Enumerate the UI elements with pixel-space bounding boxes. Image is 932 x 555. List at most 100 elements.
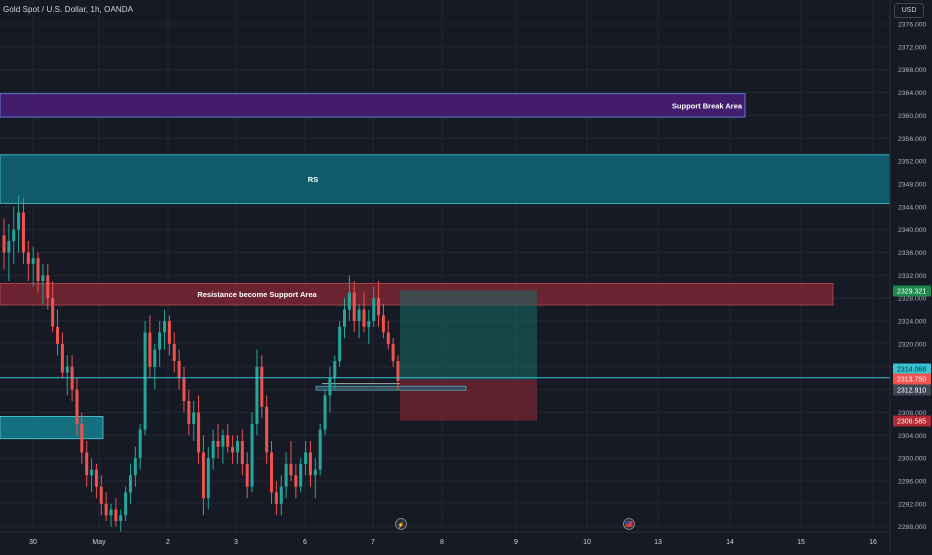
candle-body <box>318 429 322 470</box>
candle-body <box>153 349 157 367</box>
x-tick-label: 9 <box>514 539 518 546</box>
x-tick-label: 7 <box>371 539 375 546</box>
flag-canton <box>625 521 629 524</box>
y-tick-label: 2372.000 <box>898 44 927 51</box>
candle-body <box>65 366 69 373</box>
candle-body <box>308 452 312 476</box>
y-tick-label: 2292.000 <box>898 501 927 508</box>
lightning-glyph: ⚡ <box>397 521 404 529</box>
y-tick-label: 2328.000 <box>898 296 927 303</box>
candle-body <box>80 423 84 453</box>
position-target-zone <box>400 290 537 380</box>
candle-body <box>7 241 11 253</box>
y-tick-label: 2304.000 <box>898 433 927 440</box>
y-tick-label: 2360.000 <box>898 113 927 120</box>
candle-body <box>250 423 254 487</box>
candle-body <box>313 469 317 476</box>
price-label-bg <box>893 415 931 427</box>
candle-body <box>177 361 181 379</box>
candle-body <box>119 515 123 521</box>
price-label-bg <box>893 363 931 375</box>
candle-body <box>94 469 98 487</box>
candle-body <box>235 441 239 453</box>
candle-body <box>289 463 293 476</box>
candle-body <box>124 492 128 516</box>
symbol-title: Gold Spot / U.S. Dollar, 1h, OANDA <box>3 5 134 14</box>
order-marker <box>315 385 467 391</box>
candle-body <box>240 441 244 464</box>
candle-body <box>333 361 337 379</box>
candle-body <box>46 275 50 299</box>
x-tick-label: 14 <box>726 539 734 546</box>
price-label: 2312.910 <box>897 388 926 395</box>
candle-body <box>197 412 201 453</box>
zone-label: Support Break Area <box>672 101 743 110</box>
candle-body <box>274 492 278 504</box>
y-tick-label: 2332.000 <box>898 273 927 280</box>
currency-selector[interactable]: USD <box>894 3 924 18</box>
y-tick-label: 2288.000 <box>898 524 927 531</box>
y-tick-label: 2344.000 <box>898 204 927 211</box>
y-tick-label: 2356.000 <box>898 136 927 143</box>
candle-body <box>12 229 16 242</box>
price-label: 2306.585 <box>897 419 926 426</box>
candle-body <box>206 458 210 499</box>
y-tick-label: 2336.000 <box>898 250 927 257</box>
y-tick-label: 2376.000 <box>898 22 927 29</box>
y-tick-label: 2352.000 <box>898 159 927 166</box>
candle-body <box>114 509 118 521</box>
candle-body <box>172 343 176 362</box>
candle-body <box>352 292 356 322</box>
candle-body <box>342 309 346 327</box>
x-tick-label: 8 <box>440 539 444 546</box>
y-tick-label: 2348.000 <box>898 181 927 188</box>
x-tick-label: 2 <box>166 539 170 546</box>
candle-body <box>377 298 381 316</box>
candle-body <box>265 406 269 453</box>
candle-body <box>60 343 64 373</box>
candle-body <box>104 503 108 516</box>
candle-body <box>90 469 94 476</box>
candle-body <box>255 366 259 424</box>
candle-body <box>362 309 366 327</box>
candle-body <box>143 332 147 430</box>
candle-body <box>128 475 132 493</box>
candle-body <box>294 475 298 487</box>
candle-body <box>192 412 196 424</box>
candle-body <box>231 446 235 453</box>
lightning-event-icon[interactable] <box>395 518 407 530</box>
candle-body <box>75 389 79 424</box>
price-label-bg <box>893 373 931 385</box>
candle-body <box>41 275 45 282</box>
y-tick-label: 2320.000 <box>898 341 927 348</box>
y-tick-label: 2300.000 <box>898 456 927 463</box>
zone-label: Resistance become Support Area <box>197 290 317 299</box>
y-tick-label: 2364.000 <box>898 90 927 97</box>
zone-label: RS <box>308 175 318 184</box>
candle-body <box>328 378 332 396</box>
candle-body <box>138 429 142 459</box>
y-tick-label: 2324.000 <box>898 319 927 326</box>
zone-teal <box>0 154 891 204</box>
y-tick-label: 2308.000 <box>898 410 927 417</box>
zone-purple <box>0 93 746 118</box>
price-label-bg <box>893 285 931 297</box>
y-tick-label: 2296.000 <box>898 479 927 486</box>
candle-body <box>386 332 390 344</box>
x-tick-label: 13 <box>654 539 662 546</box>
candle-body <box>148 332 152 367</box>
price-label: 2313.750 <box>897 377 926 384</box>
candle-body <box>381 315 385 333</box>
x-tick-label: 15 <box>797 539 805 546</box>
zone-teal-small <box>0 416 104 440</box>
candle-body <box>99 486 103 504</box>
price-label-bg <box>893 384 931 396</box>
candle-body <box>357 309 361 322</box>
candle-body <box>201 452 205 499</box>
position-stop-zone <box>400 379 537 421</box>
candle-body <box>26 252 30 264</box>
candle-body <box>187 401 191 424</box>
candle-body <box>299 463 303 487</box>
